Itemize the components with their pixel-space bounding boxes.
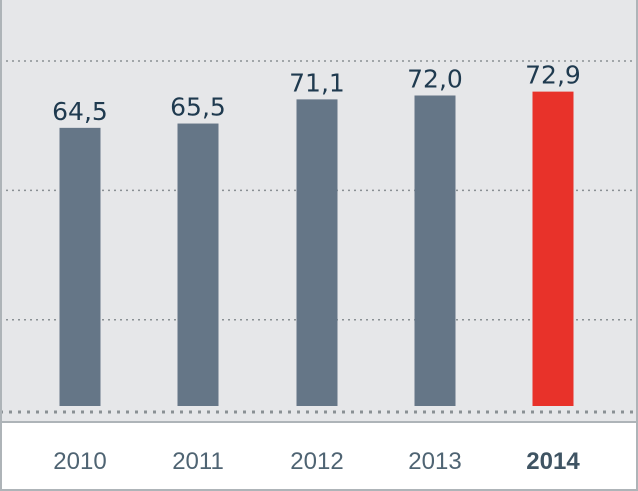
bar-2014: [532, 91, 574, 407]
x-tick-label-2014: 2014: [526, 448, 580, 475]
bar-2012: [296, 99, 338, 406]
bar-2011: [177, 123, 219, 406]
x-tick-label-2011: 2011: [172, 448, 224, 475]
data-label-2010: 64,5: [52, 97, 108, 126]
x-tick-label-2013: 2013: [408, 448, 461, 475]
data-label-2013: 72,0: [407, 65, 463, 94]
bar-2013: [414, 95, 456, 406]
bar-2010: [59, 127, 101, 406]
x-tick-label-2010: 2010: [53, 448, 106, 475]
data-label-2011: 65,5: [170, 93, 226, 122]
x-tick-label-2012: 2012: [290, 448, 343, 475]
x-axis-band: [0, 422, 638, 491]
data-label-2012: 71,1: [289, 68, 345, 97]
data-label-2014: 72,9: [525, 61, 581, 90]
